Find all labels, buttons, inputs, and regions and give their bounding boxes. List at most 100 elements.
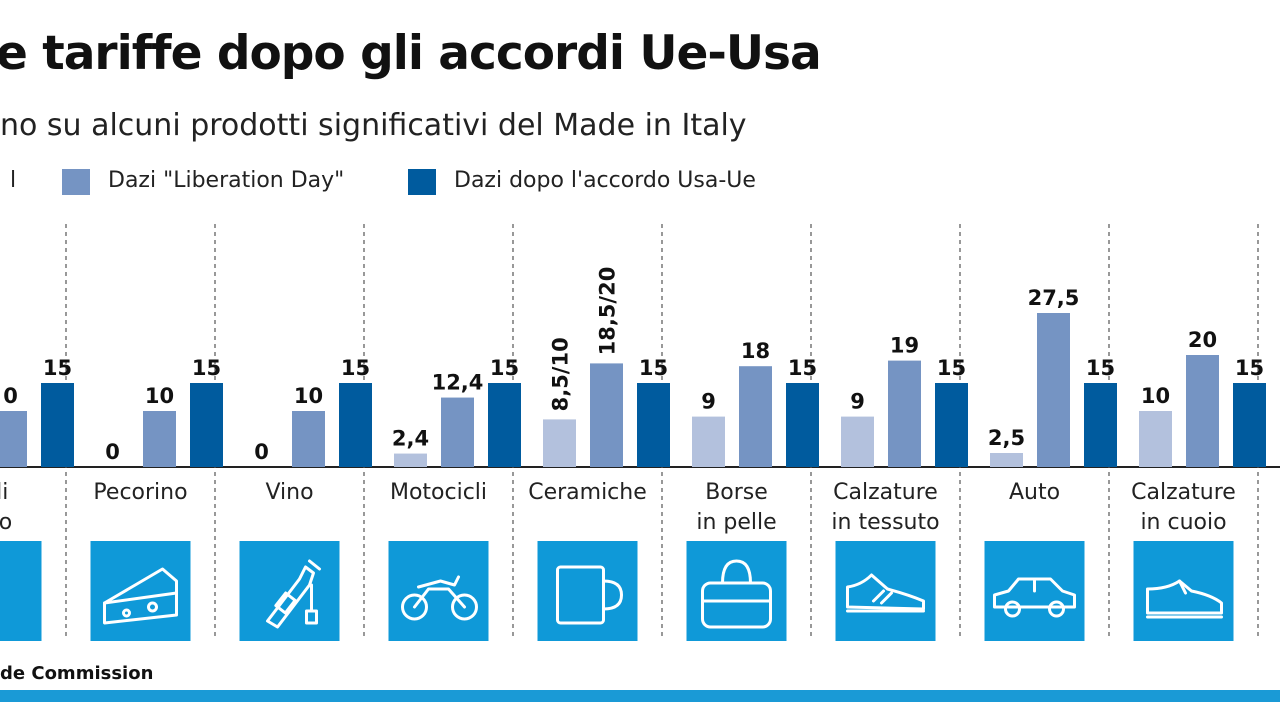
chart-subtitle: no su alcuni prodotti significativi del … <box>0 108 747 143</box>
bar-1-5 <box>739 366 772 467</box>
motorcycle-icon-part <box>451 593 478 621</box>
car-icon-part <box>1048 600 1065 618</box>
wine-bottle-icon <box>239 541 340 641</box>
category-label-0: edi <box>0 480 8 505</box>
bar-label-0-5: 9 <box>701 390 716 414</box>
sneaker-icon-part <box>846 573 925 611</box>
bar-label-1-7: 27,5 <box>1028 286 1080 310</box>
bar-label-1-5: 18 <box>741 339 770 363</box>
motorcycle-icon-part <box>417 575 460 589</box>
legend: l Dazi "Liberation Day" Dazi dopo l'acco… <box>0 167 1280 197</box>
bar-label-1-2: 10 <box>294 384 323 408</box>
bar-0-3 <box>394 453 427 467</box>
bar-label-0-3: 2,4 <box>392 427 429 451</box>
category-label-6: in tessuto <box>831 510 939 535</box>
bar-1-3 <box>441 397 474 467</box>
category-label-2: Vino <box>265 480 313 505</box>
category-label-5: in pelle <box>696 510 776 535</box>
bar-label-1-1: 10 <box>145 384 174 408</box>
mug-icon-part <box>556 565 605 625</box>
category-label-0: gno <box>0 510 12 535</box>
cabinet-icon <box>0 541 42 641</box>
bar-chart: 015edigno01015Pecorino01015Vino2,412,415… <box>0 224 1280 641</box>
bar-label-1-0: 0 <box>3 384 18 408</box>
legend-swatch-accordo <box>408 169 436 195</box>
bar-label-0-4: 8,5/10 <box>549 337 573 411</box>
wine-bottle-icon-part <box>266 565 315 629</box>
handbag-icon-part <box>721 559 752 585</box>
bar-0-6 <box>841 416 874 467</box>
bar-label-1-3: 12,4 <box>432 371 484 395</box>
cheese-icon <box>90 541 191 641</box>
bar-2-6 <box>935 383 968 467</box>
chart-title: e tariffe dopo gli accordi Ue-Usa <box>0 26 822 81</box>
bar-label-2-5: 15 <box>788 356 817 380</box>
bar-2-7 <box>1084 383 1117 467</box>
bar-2-8 <box>1233 383 1266 467</box>
bar-label-0-1: 0 <box>105 440 120 464</box>
bar-0-5 <box>692 416 725 467</box>
icon-tile <box>835 541 936 641</box>
bar-1-0 <box>0 411 27 467</box>
bar-2-1 <box>190 383 223 467</box>
bar-1-7 <box>1037 313 1070 467</box>
car-icon-part <box>993 577 1076 609</box>
category-label-7: Auto <box>1009 480 1060 505</box>
bar-0-8 <box>1139 411 1172 467</box>
bar-0-4 <box>543 419 576 467</box>
bar-1-4 <box>590 363 623 467</box>
bar-2-3 <box>488 383 521 467</box>
category-label-8: in cuoio <box>1140 510 1226 535</box>
cheese-icon-part <box>103 567 178 625</box>
category-label-4: Ceramiche <box>528 480 647 505</box>
leather-shoe-icon <box>1133 541 1234 641</box>
motorcycle-icon-part <box>413 587 466 609</box>
bar-label-1-8: 20 <box>1188 328 1217 352</box>
bar-1-2 <box>292 411 325 467</box>
sneaker-icon-part <box>880 591 893 605</box>
wine-bottle-icon-part <box>308 559 321 571</box>
category-label-8: Calzature <box>1131 480 1236 505</box>
category-label-5: Borse <box>705 480 768 505</box>
sneaker-icon <box>835 541 936 641</box>
bar-label-0-6: 9 <box>850 390 865 414</box>
category-label-3: Motocicli <box>390 480 487 505</box>
bar-label-0-7: 2,5 <box>988 426 1025 450</box>
cheese-icon-part <box>122 608 131 618</box>
bar-label-2-7: 15 <box>1086 356 1115 380</box>
leather-shoe-icon-part <box>1178 579 1187 595</box>
sneaker-icon-part <box>872 589 885 603</box>
bar-0-7 <box>990 453 1023 467</box>
icon-tile <box>388 541 489 641</box>
car-icon-part <box>1004 600 1021 618</box>
category-label-1: Pecorino <box>93 480 187 505</box>
bar-label-0-8: 10 <box>1141 384 1170 408</box>
legend-label-pre: l <box>10 168 17 193</box>
car-icon <box>984 541 1085 641</box>
bar-label-2-3: 15 <box>490 356 519 380</box>
bar-1-1 <box>143 411 176 467</box>
bar-label-2-6: 15 <box>937 356 966 380</box>
bar-2-5 <box>786 383 819 467</box>
cheese-icon-part <box>103 591 178 605</box>
bar-label-2-4: 15 <box>639 356 668 380</box>
bar-label-2-8: 15 <box>1235 356 1264 380</box>
legend-label-liberation: Dazi "Liberation Day" <box>108 168 345 193</box>
bar-label-1-4: 18,5/20 <box>596 267 620 356</box>
bar-2-4 <box>637 383 670 467</box>
wine-bottle-icon-part <box>274 591 297 615</box>
icon-tile <box>90 541 191 641</box>
wine-bottle-icon-part <box>305 609 318 625</box>
legend-swatch-liberation <box>62 169 90 195</box>
mug-icon <box>537 541 638 641</box>
bar-label-1-6: 19 <box>890 334 919 358</box>
motorcycle-icon <box>388 541 489 641</box>
mug-icon-part <box>602 579 623 611</box>
bar-2-2 <box>339 383 372 467</box>
motorcycle-icon-part <box>401 593 428 621</box>
bar-label-2-2: 15 <box>341 356 370 380</box>
bar-label-0-2: 0 <box>254 440 269 464</box>
bar-1-8 <box>1186 355 1219 467</box>
cheese-icon-part <box>147 601 158 613</box>
icon-tile <box>0 541 42 641</box>
